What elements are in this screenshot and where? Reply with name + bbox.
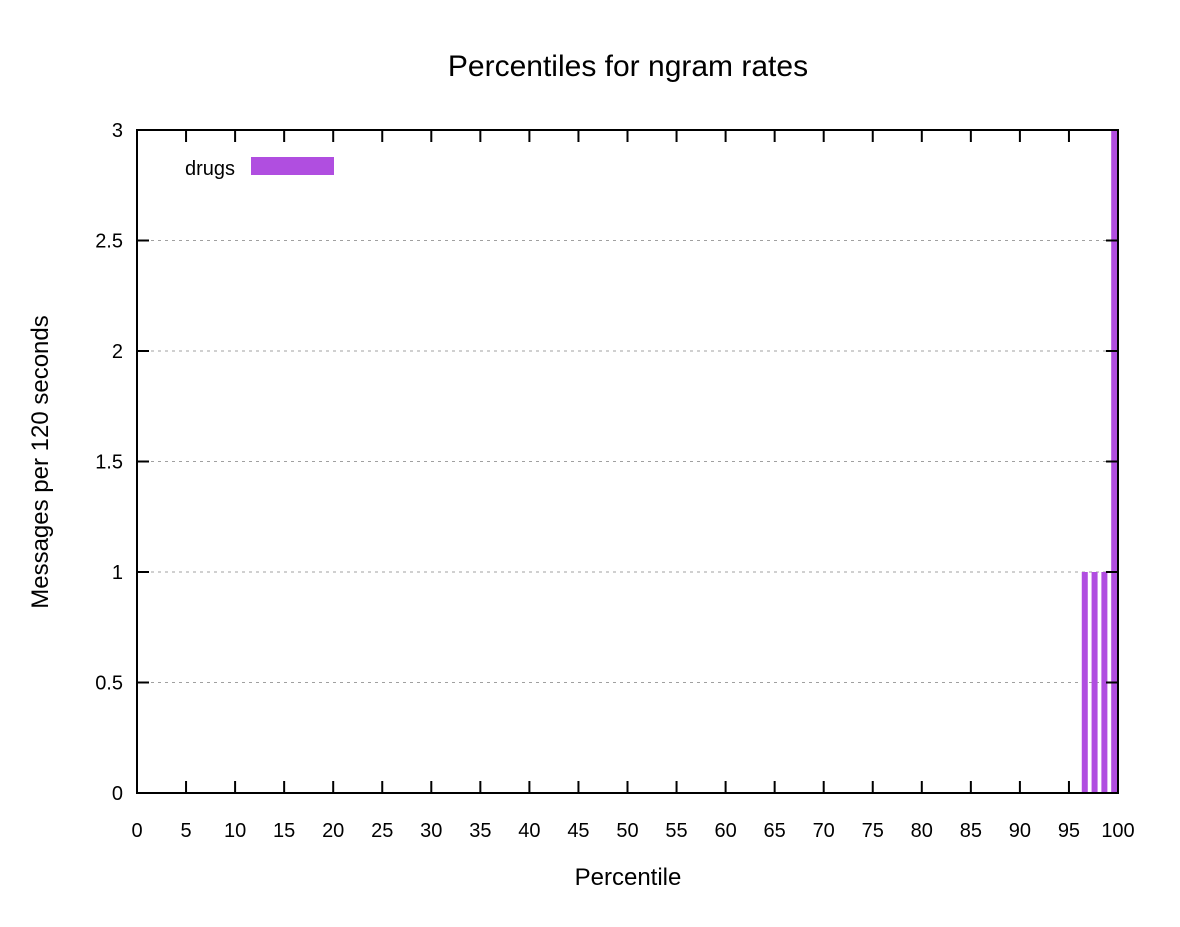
x-tick-label: 35 — [469, 820, 491, 842]
x-tick-label: 65 — [764, 820, 786, 842]
y-tick-label: 1 — [112, 562, 123, 584]
bar-p99 — [1101, 572, 1108, 793]
x-tick-label: 95 — [1058, 820, 1080, 842]
bar-p98 — [1091, 572, 1098, 793]
x-tick-label: 30 — [420, 820, 442, 842]
y-axis-ticks: 0 0.5 1 1.5 2 2.5 3 — [95, 120, 1118, 805]
x-tick-label: 100 — [1101, 820, 1134, 842]
x-tick-label: 85 — [960, 820, 982, 842]
x-tick-label: 15 — [273, 820, 295, 842]
y-tick-label: 0.5 — [95, 673, 123, 695]
y-axis-label: Messages per 120 seconds — [27, 315, 54, 609]
x-tick-label: 80 — [911, 820, 933, 842]
legend: drugs — [185, 157, 334, 180]
y-tick-label: 2 — [112, 341, 123, 363]
chart-title: Percentiles for ngram rates — [448, 50, 808, 83]
x-tick-label: 40 — [518, 820, 540, 842]
x-tick-label: 5 — [180, 820, 191, 842]
x-tick-label: 50 — [616, 820, 638, 842]
grid-lines — [137, 240, 1118, 683]
x-tick-label: 90 — [1009, 820, 1031, 842]
x-tick-label: 60 — [714, 820, 736, 842]
x-tick-label: 70 — [813, 820, 835, 842]
y-tick-label: 2.5 — [95, 231, 123, 253]
y-tick-label: 1.5 — [95, 452, 123, 474]
x-axis-ticks: 0 5 10 15 20 25 30 35 40 45 50 55 60 65 70 75 80 85 90 95 10… — [131, 130, 1135, 842]
bar-p97 — [1081, 572, 1088, 793]
x-tick-label: 10 — [224, 820, 246, 842]
x-axis-label: Percentile — [575, 864, 682, 891]
x-tick-label: 45 — [567, 820, 589, 842]
x-tick-label: 0 — [131, 820, 142, 842]
legend-swatch-drugs — [251, 157, 334, 175]
x-tick-label: 20 — [322, 820, 344, 842]
x-tick-label: 25 — [371, 820, 393, 842]
x-tick-label: 75 — [862, 820, 884, 842]
legend-label-drugs: drugs — [185, 158, 235, 180]
y-tick-label: 0 — [112, 783, 123, 805]
x-tick-label: 55 — [665, 820, 687, 842]
y-tick-label: 3 — [112, 120, 123, 142]
